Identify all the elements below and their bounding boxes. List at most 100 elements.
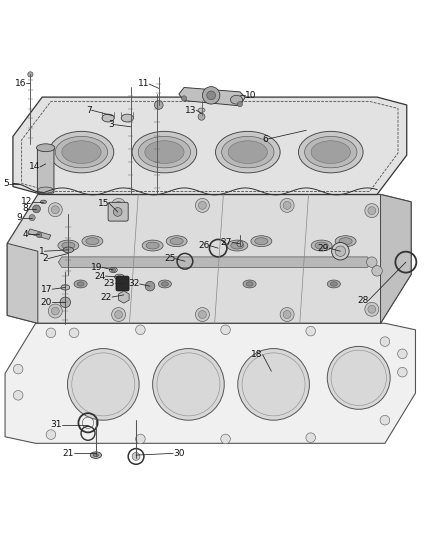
Ellipse shape (117, 276, 122, 278)
Text: 6: 6 (262, 134, 268, 143)
Circle shape (237, 241, 243, 247)
Ellipse shape (36, 144, 55, 152)
Text: 9: 9 (17, 213, 22, 222)
Ellipse shape (161, 282, 168, 286)
Ellipse shape (327, 280, 340, 288)
Text: 26: 26 (198, 241, 209, 250)
Text: 23: 23 (104, 279, 115, 288)
Ellipse shape (170, 238, 183, 245)
Circle shape (327, 346, 390, 409)
Ellipse shape (255, 238, 268, 245)
Text: 32: 32 (128, 279, 140, 288)
Text: 20: 20 (41, 298, 52, 307)
Circle shape (152, 349, 224, 420)
Ellipse shape (132, 131, 197, 173)
Text: 4: 4 (22, 230, 28, 239)
Ellipse shape (243, 280, 256, 288)
Ellipse shape (93, 454, 99, 457)
Circle shape (69, 328, 79, 338)
Ellipse shape (55, 136, 108, 168)
Ellipse shape (215, 131, 280, 173)
Text: 31: 31 (50, 420, 62, 429)
Circle shape (332, 243, 349, 260)
Circle shape (198, 113, 205, 120)
Polygon shape (7, 244, 38, 323)
Circle shape (154, 101, 163, 109)
Text: 16: 16 (14, 79, 26, 87)
Circle shape (32, 205, 40, 213)
Circle shape (283, 201, 291, 209)
Ellipse shape (38, 187, 53, 193)
Text: 29: 29 (318, 244, 329, 253)
Text: 22: 22 (101, 293, 112, 302)
Circle shape (280, 198, 294, 212)
Ellipse shape (110, 268, 117, 272)
FancyBboxPatch shape (37, 147, 54, 193)
Text: 25: 25 (164, 254, 175, 263)
Text: 7: 7 (86, 106, 92, 115)
Circle shape (207, 91, 215, 100)
Circle shape (181, 96, 187, 101)
Circle shape (145, 281, 155, 291)
Text: 19: 19 (91, 263, 102, 272)
Polygon shape (381, 195, 411, 323)
Text: 3: 3 (109, 120, 114, 129)
Text: 5: 5 (3, 179, 9, 188)
Circle shape (13, 364, 23, 374)
Circle shape (112, 198, 126, 212)
Ellipse shape (335, 236, 356, 247)
Circle shape (198, 201, 206, 209)
Circle shape (36, 232, 42, 238)
Ellipse shape (146, 242, 159, 249)
Ellipse shape (138, 136, 191, 168)
Text: 24: 24 (94, 272, 106, 280)
Ellipse shape (230, 95, 243, 104)
Circle shape (365, 204, 379, 217)
Text: 11: 11 (138, 79, 149, 88)
Circle shape (113, 207, 122, 216)
Ellipse shape (61, 285, 70, 290)
Circle shape (221, 325, 230, 335)
Text: 1: 1 (39, 247, 44, 256)
FancyBboxPatch shape (116, 276, 129, 291)
Circle shape (280, 308, 294, 321)
Circle shape (238, 349, 309, 420)
Polygon shape (119, 291, 129, 303)
Circle shape (283, 311, 291, 318)
Circle shape (136, 325, 145, 335)
Circle shape (195, 308, 209, 321)
Text: 17: 17 (41, 285, 52, 294)
Circle shape (13, 391, 23, 400)
Ellipse shape (246, 282, 253, 286)
Text: 12: 12 (21, 197, 32, 206)
Text: 8: 8 (22, 204, 28, 213)
Text: 10: 10 (245, 91, 257, 100)
Circle shape (380, 415, 390, 425)
Circle shape (306, 326, 315, 336)
Text: 21: 21 (63, 449, 74, 458)
Circle shape (365, 302, 379, 316)
Ellipse shape (222, 136, 274, 168)
Circle shape (398, 367, 407, 377)
Ellipse shape (158, 280, 171, 288)
Circle shape (195, 198, 209, 212)
Text: 14: 14 (28, 163, 40, 172)
Circle shape (46, 328, 56, 338)
Polygon shape (179, 87, 245, 106)
Ellipse shape (311, 141, 350, 164)
Ellipse shape (77, 282, 84, 286)
Ellipse shape (142, 240, 163, 251)
Text: 2: 2 (42, 254, 48, 263)
Ellipse shape (198, 108, 205, 112)
Ellipse shape (74, 280, 87, 288)
Ellipse shape (115, 274, 124, 280)
Ellipse shape (58, 240, 79, 251)
Ellipse shape (62, 242, 75, 249)
Circle shape (67, 349, 139, 420)
Ellipse shape (315, 242, 328, 249)
Text: 27: 27 (221, 238, 232, 247)
Text: 13: 13 (185, 106, 196, 115)
Circle shape (115, 201, 123, 209)
Circle shape (335, 246, 346, 256)
Ellipse shape (339, 238, 352, 245)
